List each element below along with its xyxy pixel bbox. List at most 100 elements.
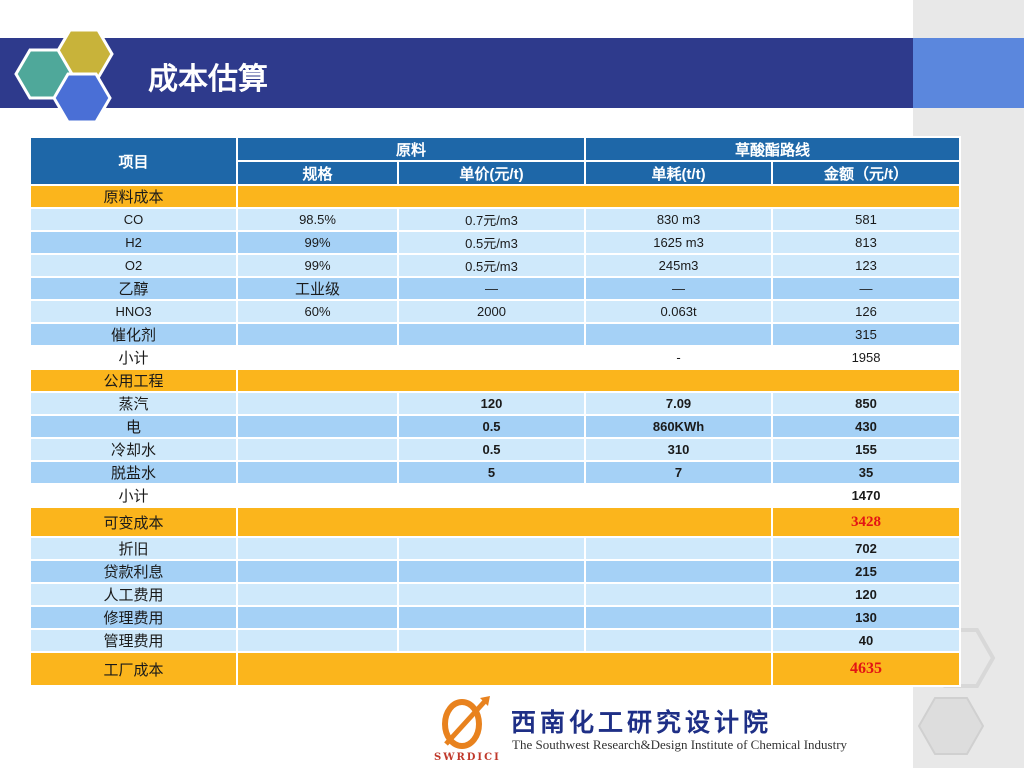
cell-empty — [396, 536, 587, 561]
cell-spec — [236, 322, 399, 347]
cell-empty — [584, 559, 774, 584]
cell-empty — [236, 536, 399, 561]
table-row: 脱盐水 5 7 35 — [29, 460, 962, 485]
cell-empty — [236, 582, 399, 607]
table-row: 折旧 702 — [29, 536, 962, 561]
cell-consumption: 830 m3 — [584, 207, 774, 232]
cell-consumption: 245m3 — [584, 253, 774, 278]
cell-empty — [584, 536, 774, 561]
cell-item: 人工费用 — [29, 582, 238, 607]
variable-cost-row: 可变成本 3428 — [29, 506, 962, 538]
cell-item: 修理费用 — [29, 605, 238, 630]
table-row: 催化剂 315 — [29, 322, 962, 347]
cell-empty — [236, 628, 399, 653]
cell-consumption: 310 — [584, 437, 774, 462]
header-amount: 金额（元/t） — [771, 160, 962, 186]
cell-empty — [584, 628, 774, 653]
subtotal-empty — [584, 483, 774, 508]
cell-spec — [236, 460, 399, 485]
section-label: 公用工程 — [29, 368, 238, 393]
section-fill — [235, 651, 774, 687]
cell-consumption: 7.09 — [584, 391, 774, 416]
subtotal-empty — [236, 345, 399, 370]
hexagon-cluster-icon — [14, 28, 114, 124]
cell-empty — [396, 582, 587, 607]
cell-item: 催化剂 — [29, 322, 238, 347]
cell-amount: 126 — [771, 299, 962, 324]
cell-consumption: 0.063t — [584, 299, 774, 324]
cell-item: O2 — [29, 253, 238, 278]
cell-spec — [236, 414, 399, 439]
institute-abbreviation: SWRDICI — [434, 752, 501, 763]
cell-item: 电 — [29, 414, 238, 439]
table-row: CO 98.5% 0.7元/m3 830 m3 581 — [29, 207, 962, 232]
cost-estimate-table: 项目 原料 草酸酯路线 规格 单价(元/t) 单耗(t/t) 金额（元/t） 原… — [29, 136, 962, 687]
cell-amount: 123 — [771, 253, 962, 278]
table-header-row: 项目 原料 草酸酯路线 — [29, 136, 962, 186]
cell-item: 乙醇 — [29, 276, 238, 301]
cell-consumption — [584, 322, 774, 347]
cell-spec: 99% — [236, 253, 399, 278]
cell-amount: 850 — [771, 391, 962, 416]
cell-spec: 98.5% — [236, 207, 399, 232]
cell-price: 2000 — [396, 299, 587, 324]
cell-price: 0.7元/m3 — [396, 207, 587, 232]
table-row: 人工费用 120 — [29, 582, 962, 607]
table-subheader-row: 规格 单价(元/t) 单耗(t/t) 金额（元/t） — [30, 160, 962, 186]
cell-amount: 130 — [771, 605, 962, 630]
cell-spec — [236, 391, 399, 416]
cell-consumption: — — [584, 276, 774, 301]
subtotal-label: 小计 — [29, 483, 238, 508]
cell-empty — [396, 559, 587, 584]
section-fill — [235, 368, 962, 393]
subtotal-row: 小计 - 1958 — [29, 345, 962, 370]
cell-item: CO — [29, 207, 238, 232]
cell-empty — [236, 605, 399, 630]
variable-cost-amount: 3428 — [771, 506, 962, 538]
cell-amount: 155 — [771, 437, 962, 462]
cell-price — [396, 322, 587, 347]
factory-cost-amount: 4635 — [771, 651, 962, 687]
header-route-group: 草酸酯路线 — [584, 136, 962, 162]
subtotal-consumption: - — [584, 345, 774, 370]
cell-item: 贷款利息 — [29, 559, 238, 584]
cell-spec — [236, 437, 399, 462]
cell-item: 脱盐水 — [29, 460, 238, 485]
header-unit-price: 单价(元/t) — [396, 160, 587, 186]
cell-item: 折旧 — [29, 536, 238, 561]
cell-item: HNO3 — [29, 299, 238, 324]
table-row: 贷款利息 215 — [29, 559, 962, 584]
cell-price: — — [396, 276, 587, 301]
table-row: H2 99% 0.5元/m3 1625 m3 813 — [29, 230, 962, 255]
section-row-raw-material: 原料成本 — [29, 184, 962, 209]
cell-price: 0.5 — [396, 437, 587, 462]
cell-amount: 430 — [771, 414, 962, 439]
header-consumption: 单耗(t/t) — [584, 160, 774, 186]
cell-price: 5 — [396, 460, 587, 485]
cell-amount: 35 — [771, 460, 962, 485]
cell-empty — [396, 628, 587, 653]
header-raw-material-group: 原料 — [235, 136, 587, 162]
cell-empty — [584, 605, 774, 630]
cell-spec: 99% — [236, 230, 399, 255]
subtotal-amount: 1470 — [771, 483, 962, 508]
subtotal-amount: 1958 — [771, 345, 962, 370]
cell-price: 120 — [396, 391, 587, 416]
section-fill — [235, 184, 962, 209]
cell-amount: 40 — [771, 628, 962, 653]
table-row: 冷却水 0.5 310 155 — [29, 437, 962, 462]
cell-spec: 工业级 — [236, 276, 399, 301]
cell-empty — [584, 582, 774, 607]
table-row: 电 0.5 860KWh 430 — [29, 414, 962, 439]
cell-item: H2 — [29, 230, 238, 255]
cell-price: 0.5元/m3 — [396, 230, 587, 255]
cell-amount: 581 — [771, 207, 962, 232]
cell-amount: 813 — [771, 230, 962, 255]
cell-item: 蒸汽 — [29, 391, 238, 416]
cell-consumption: 1625 m3 — [584, 230, 774, 255]
table-row: 蒸汽 120 7.09 850 — [29, 391, 962, 416]
subtotal-row: 小计 1470 — [29, 483, 962, 508]
cell-amount: — — [771, 276, 962, 301]
subtotal-empty — [396, 345, 587, 370]
cell-empty — [236, 559, 399, 584]
